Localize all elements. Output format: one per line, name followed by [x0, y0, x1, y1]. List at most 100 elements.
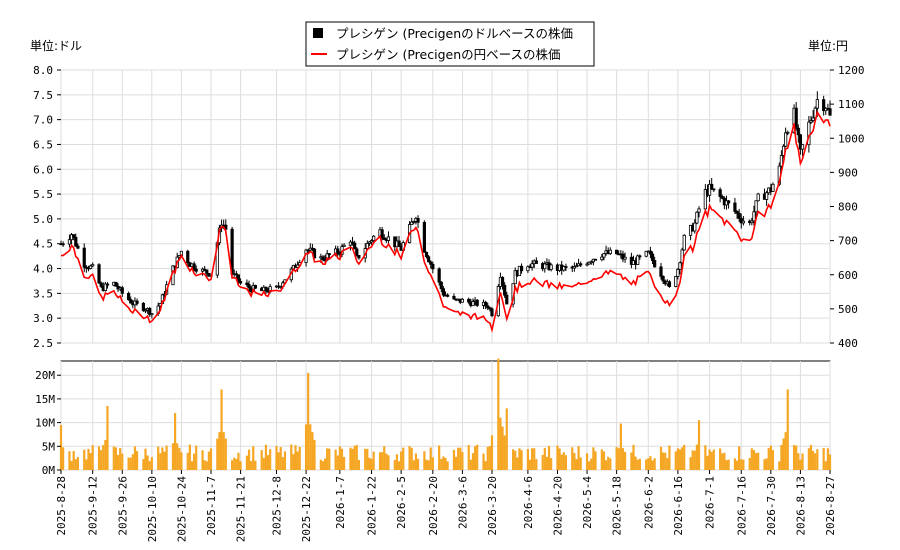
candle-body — [707, 183, 712, 196]
volume-bar — [222, 432, 225, 470]
candle-body — [120, 287, 124, 294]
volume-bar — [195, 445, 198, 470]
x-tick-label: 2025-10-10 — [146, 476, 159, 542]
volume-bar — [349, 447, 352, 470]
volume-bar — [822, 447, 825, 470]
volume-bar — [340, 448, 344, 470]
candle-body — [386, 236, 391, 241]
volume-bar — [735, 460, 739, 470]
volume-bar — [695, 444, 699, 470]
candle-body — [82, 247, 86, 268]
volume-bar — [765, 458, 768, 470]
volume-bar — [742, 459, 745, 470]
candle-body — [572, 266, 576, 269]
volume-bar — [368, 457, 371, 470]
candle-body — [342, 244, 346, 247]
volume-bar — [754, 452, 758, 470]
candle-body — [752, 211, 756, 222]
candle-body — [564, 266, 568, 268]
candle-body — [659, 266, 663, 277]
left-tick-label: 6.0 — [33, 163, 53, 176]
volume-bar — [725, 460, 728, 470]
left-tick-label: 5.0 — [33, 213, 53, 226]
volume-bar — [163, 451, 166, 470]
candle-body — [695, 211, 699, 224]
volume-bar — [239, 461, 242, 470]
volume-bar — [180, 452, 183, 470]
volume-tick-label: 15M — [35, 393, 55, 406]
candle-body — [530, 263, 534, 268]
candle-body — [735, 211, 739, 214]
candle-body — [712, 188, 716, 191]
volume-bar — [505, 408, 508, 470]
volume-bar — [245, 455, 249, 470]
candle-body — [148, 308, 152, 316]
volume-bar — [381, 452, 384, 470]
candle-body — [437, 268, 441, 283]
volume-bar — [782, 438, 785, 470]
candle-body — [99, 282, 103, 287]
candle-body — [460, 298, 465, 303]
volume-bar — [514, 450, 517, 470]
volume-bar — [440, 458, 443, 470]
volume-bar — [697, 420, 701, 470]
right-tick-label: 400 — [838, 337, 858, 350]
volume-bar — [311, 432, 314, 470]
candle-body — [76, 245, 80, 249]
candle-body — [236, 274, 241, 282]
price-grid — [60, 69, 831, 344]
volume-bar — [119, 448, 122, 470]
candle-body — [794, 107, 798, 129]
candle-body — [589, 261, 593, 264]
volume-bar — [562, 452, 565, 470]
volume-bar — [252, 446, 255, 470]
volume-bar — [438, 445, 441, 470]
left-tick-label: 4.0 — [33, 263, 53, 276]
volume-bar — [220, 389, 223, 470]
candle-body — [796, 127, 800, 136]
volume-bar — [763, 459, 766, 470]
volume-bar — [203, 460, 206, 470]
candle-body — [534, 260, 538, 264]
volume-bar — [473, 446, 477, 470]
volume-bar — [395, 454, 399, 470]
x-tick-label: 2026-4-6 — [522, 476, 535, 529]
volume-bar — [801, 453, 804, 470]
candle-body — [682, 234, 686, 251]
volume-bar — [457, 447, 460, 470]
right-tick-label: 600 — [838, 269, 858, 282]
candle-body — [750, 220, 754, 224]
candle-body — [382, 237, 386, 240]
volume-bar — [351, 448, 354, 470]
candle-body — [429, 261, 433, 265]
volume-bar — [809, 444, 813, 470]
volume-bar — [127, 457, 130, 470]
candle-body — [321, 256, 325, 261]
candle-body — [697, 208, 701, 213]
candle-body — [733, 202, 737, 212]
volume-bar — [499, 417, 502, 470]
volume-bar — [668, 445, 671, 470]
volume-bar — [104, 439, 107, 470]
candle-body — [822, 99, 826, 112]
volume-bar — [767, 448, 770, 470]
volume-bar — [254, 460, 257, 470]
x-tick-label: 2026-6-16 — [672, 476, 685, 536]
volume-bar — [201, 450, 204, 470]
volume-bar — [533, 448, 536, 470]
candle-body — [422, 221, 426, 253]
volume-bar — [87, 448, 90, 470]
candle-body — [490, 308, 494, 317]
x-tick-label: 2025-12-22 — [300, 476, 313, 542]
volume-bar — [484, 461, 487, 470]
candle-body — [471, 301, 475, 307]
volume-bar — [237, 452, 240, 470]
left-tick-label: 4.5 — [33, 238, 53, 251]
volume-bar — [190, 461, 194, 470]
volume-bar — [97, 446, 101, 470]
volume-bar — [250, 461, 253, 470]
volume-bar — [216, 438, 219, 470]
volume-bar — [283, 451, 287, 470]
candle-body — [441, 288, 445, 296]
volume-bar — [207, 451, 210, 470]
